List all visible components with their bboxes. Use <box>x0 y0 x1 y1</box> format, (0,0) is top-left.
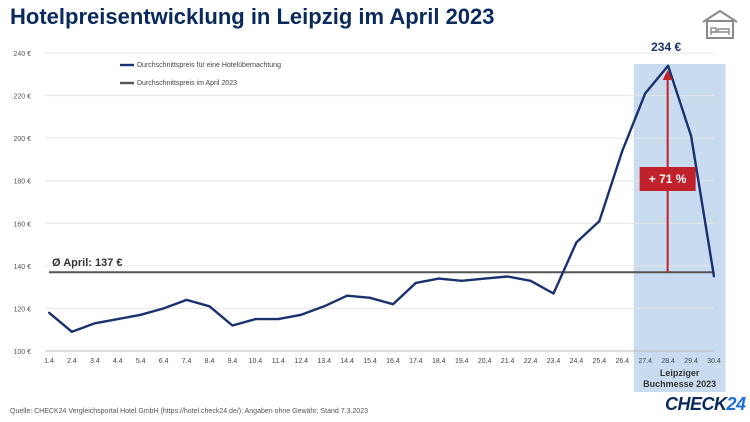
y-tick-label: 220 € <box>13 94 31 101</box>
y-tick-label: 120 € <box>13 306 31 313</box>
price-series-line <box>48 64 716 333</box>
increase-arrow-head <box>662 70 673 80</box>
hotel-bed-icon <box>702 9 738 39</box>
page-title: Hotelpreisentwicklung in Leipzig im Apri… <box>10 4 495 29</box>
x-tick-label: 21.4 <box>501 358 515 365</box>
price-point <box>529 279 532 282</box>
price-point <box>667 64 670 67</box>
x-tick-label: 3.4 <box>90 358 100 365</box>
y-tick-label: 200 € <box>13 136 31 143</box>
x-tick-label: 6.4 <box>159 358 169 365</box>
price-point <box>116 318 119 321</box>
price-point <box>231 324 234 327</box>
price-point <box>506 275 509 278</box>
x-tick-label: 17.4 <box>409 358 423 365</box>
x-tick-label: 27.4 <box>638 358 652 365</box>
event-highlight-band <box>633 64 726 392</box>
price-point <box>621 149 624 152</box>
price-point <box>414 281 417 284</box>
source-note: Quelle: CHECK24 Vergleichsportal Hotel G… <box>10 408 368 415</box>
price-point <box>254 318 257 321</box>
peak-label: 234 € <box>651 40 681 54</box>
x-tick-label: 26.4 <box>615 358 629 365</box>
x-tick-label: 14.4 <box>340 358 354 365</box>
x-tick-label: 16.4 <box>386 358 400 365</box>
price-point <box>185 298 188 301</box>
price-point <box>713 275 715 278</box>
price-point <box>575 241 578 244</box>
price-point <box>690 135 693 138</box>
x-tick-label: 20.4 <box>478 358 492 365</box>
price-point <box>208 305 211 308</box>
price-point <box>369 296 372 299</box>
x-tick-label: 1.4 <box>44 358 54 365</box>
x-tick-label: 11.4 <box>272 358 285 365</box>
price-point <box>139 313 142 316</box>
price-point <box>391 303 394 306</box>
price-point <box>552 292 555 295</box>
price-point <box>437 277 440 280</box>
x-tick-label: 12.4 <box>294 358 308 365</box>
price-point <box>483 277 486 280</box>
price-point <box>93 322 96 325</box>
price-point <box>346 294 349 297</box>
x-tick-label: 28.4 <box>661 358 675 365</box>
x-tick-label: 9.4 <box>228 358 238 365</box>
x-tick-label: 30.4 <box>707 358 721 365</box>
y-tick-label: 240 € <box>13 51 31 58</box>
x-tick-label: 15.4 <box>363 358 377 365</box>
event-label-line1: Leipziger <box>660 368 700 378</box>
price-point <box>277 318 280 321</box>
x-tick-label: 10.4 <box>249 358 263 365</box>
legend-label-price: Durchschnittspreis für eine Hotelübernac… <box>137 62 281 69</box>
x-tick-label: 22.4 <box>524 358 538 365</box>
price-point <box>598 220 601 223</box>
x-tick-label: 18.4 <box>432 358 446 365</box>
legend-label-average: Durchschnittspreis im April 2023 <box>137 80 237 87</box>
x-tick-label: 13.4 <box>317 358 331 365</box>
x-tick-label: 24.4 <box>570 358 584 365</box>
x-tick-label: 2.4 <box>67 358 77 365</box>
increase-label-box <box>639 167 696 191</box>
price-point <box>460 279 463 282</box>
y-tick-label: 180 € <box>13 179 31 186</box>
average-label: Ø April: 137 € <box>52 257 123 269</box>
x-tick-label: 4.4 <box>113 358 123 365</box>
price-point <box>300 313 303 316</box>
x-tick-label: 5.4 <box>136 358 146 365</box>
x-tick-label: 29.4 <box>684 358 698 365</box>
y-tick-label: 100 € <box>13 349 31 356</box>
x-tick-label: 7.4 <box>182 358 192 365</box>
increase-label: + 71 % <box>649 172 687 186</box>
y-tick-label: 140 € <box>13 264 31 271</box>
check24-logo[interactable]: CHECK24 <box>665 394 746 414</box>
price-point <box>48 311 50 314</box>
x-tick-label: 8.4 <box>205 358 215 365</box>
price-point <box>644 92 647 95</box>
x-tick-label: 25.4 <box>593 358 607 365</box>
x-tick-label: 23.4 <box>547 358 561 365</box>
price-point <box>162 307 165 310</box>
y-tick-label: 160 € <box>13 221 31 228</box>
price-point <box>70 330 73 333</box>
event-label-line2: Buchmesse 2023 <box>643 379 716 389</box>
price-point <box>323 305 326 308</box>
x-tick-label: 19.4 <box>455 358 469 365</box>
